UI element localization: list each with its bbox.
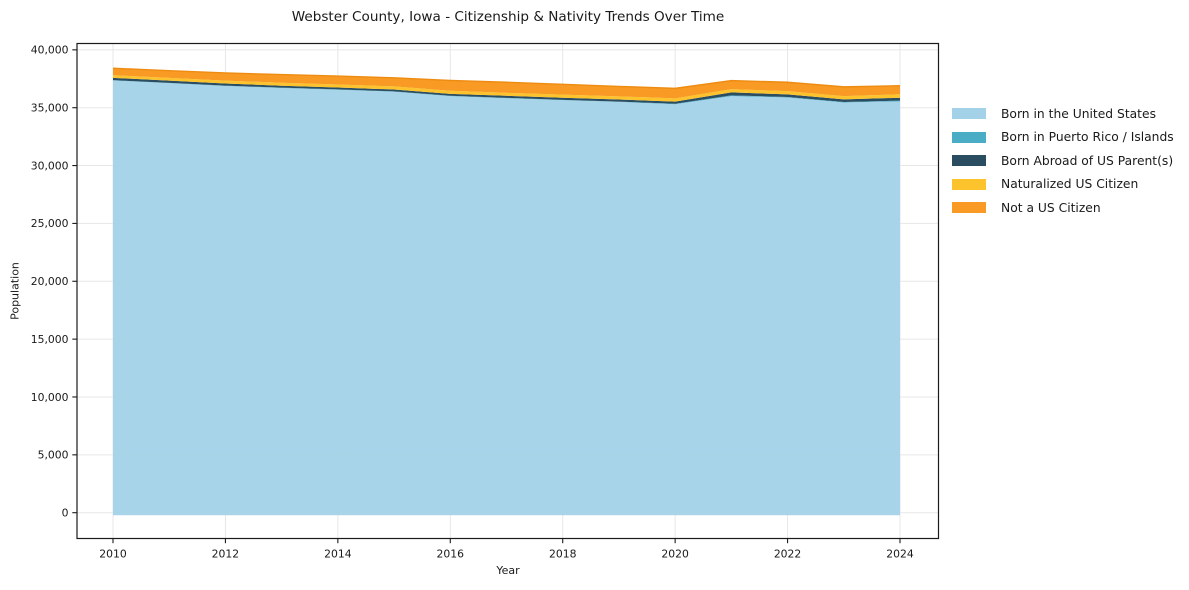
y-tick-label: 10,000	[31, 391, 69, 404]
legend-item: Born Abroad of US Parent(s)	[952, 149, 1174, 173]
x-tick-label: 2018	[549, 548, 577, 561]
legend-item: Born in the United States	[952, 102, 1174, 126]
y-tick-label: 25,000	[31, 217, 69, 230]
legend-item-label: Naturalized US Citizen	[1001, 177, 1139, 192]
x-tick-label: 2010	[99, 548, 127, 561]
area-series-3	[113, 75, 900, 102]
legend-swatch-icon	[952, 178, 986, 190]
x-tick-label: 2014	[324, 548, 352, 561]
x-tick-label: 2024	[886, 548, 914, 561]
x-axis-label: Year	[496, 564, 520, 577]
y-tick-label: 0	[62, 507, 69, 520]
y-tick-label: 35,000	[31, 102, 69, 115]
legend-item-label: Born in Puerto Rico / Islands	[1001, 130, 1174, 145]
y-tick-label: 15,000	[31, 333, 69, 346]
legend-item: Naturalized US Citizen	[952, 173, 1174, 197]
legend-item-label: Not a US Citizen	[1001, 200, 1101, 215]
y-tick-label: 30,000	[31, 159, 69, 172]
x-tick-label: 2022	[774, 548, 801, 561]
axes-ticks: 0 5,000 10,000 15,000 20,000 25,000 30,000 35,0…	[31, 44, 914, 561]
legend-swatch-icon	[952, 155, 986, 167]
plot-border	[76, 42, 940, 540]
legend-swatch-icon	[952, 108, 986, 120]
chart-title: Webster County, Iowa - Citizenship & Nat…	[291, 9, 725, 25]
area-series-0	[113, 80, 900, 516]
y-tick-label: 5,000	[38, 449, 69, 462]
stacked-areas	[112, 67, 901, 516]
legend-item: Born in Puerto Rico / Islands	[952, 126, 1174, 150]
legend-item: Not a US Citizen	[952, 196, 1174, 220]
x-tick-label: 2020	[661, 548, 689, 561]
x-tick-label: 2012	[212, 548, 239, 561]
legend-item-label: Born Abroad of US Parent(s)	[1001, 153, 1174, 168]
legend-swatch-icon	[952, 131, 986, 143]
y-tick-label: 40,000	[31, 44, 69, 57]
area-top-edge	[112, 67, 901, 90]
y-tick-label: 20,000	[31, 275, 69, 288]
y-axis-label: Population	[8, 262, 22, 320]
area-series-2	[113, 77, 900, 104]
legend: Born in the United States Born in Puerto …	[952, 102, 1174, 220]
legend-swatch-icon	[952, 202, 986, 214]
x-tick-label: 2016	[437, 548, 465, 561]
legend-item-label: Born in the United States	[1001, 106, 1156, 121]
